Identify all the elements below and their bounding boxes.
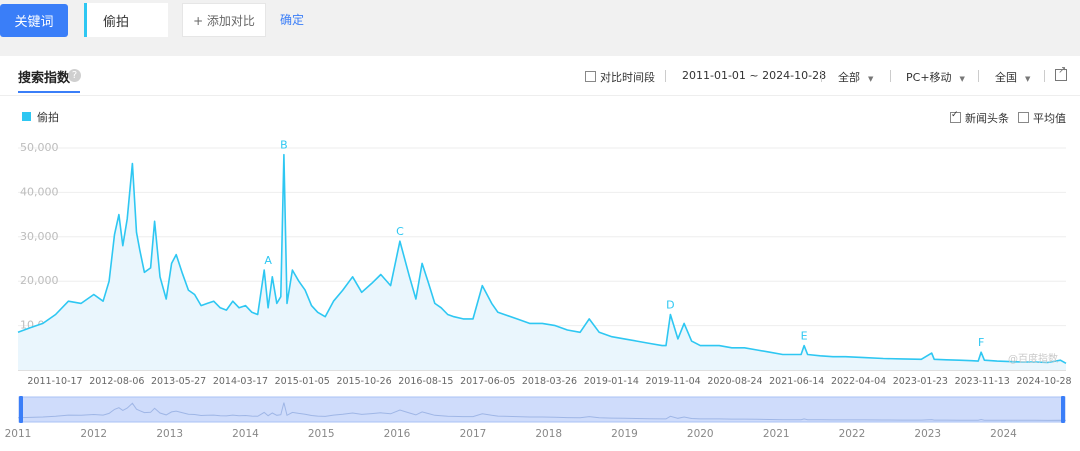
navigator-year-label: 2013 bbox=[156, 428, 183, 440]
x-tick-label: 2016-08-15 bbox=[398, 376, 453, 387]
x-tick-label: 2023-11-13 bbox=[955, 376, 1010, 387]
confirm-link[interactable]: 确定 bbox=[280, 13, 305, 27]
checkbox-icon[interactable] bbox=[1018, 112, 1029, 123]
date-range-picker[interactable]: 2011-01-01 ~ 2024-10-28 bbox=[682, 69, 827, 82]
question-icon[interactable]: ? bbox=[68, 69, 81, 82]
x-tick-label: 2020-08-24 bbox=[707, 376, 762, 387]
search-toolbar: 关键词 偷拍 + 添加对比 确定 bbox=[0, 0, 1080, 56]
divider bbox=[821, 70, 822, 82]
external-link-icon[interactable] bbox=[1055, 65, 1067, 81]
region-value: 全国 bbox=[995, 71, 1017, 84]
x-tick-label: 2011-10-17 bbox=[27, 376, 82, 387]
source-select[interactable]: 全部 ▼ bbox=[838, 69, 873, 85]
region-select[interactable]: 全国 ▼ bbox=[995, 69, 1030, 85]
x-tick-label: 2022-04-04 bbox=[831, 376, 886, 387]
platform-select[interactable]: PC+移动 ▼ bbox=[906, 69, 965, 85]
news-toggle[interactable]: 新闻头条 bbox=[950, 110, 1009, 126]
annotation-label: F bbox=[978, 336, 984, 349]
navigator-year-label: 2017 bbox=[460, 428, 487, 440]
x-tick-label: 2012-08-06 bbox=[89, 376, 144, 387]
page-title: 搜索指数 bbox=[18, 71, 71, 86]
x-tick-label: 2024-10-28 bbox=[1016, 376, 1071, 387]
checkbox-icon[interactable] bbox=[585, 71, 596, 82]
news-label: 新闻头条 bbox=[965, 112, 1009, 125]
add-compare-button[interactable]: + 添加对比 bbox=[182, 3, 266, 37]
header-divider bbox=[0, 95, 1080, 96]
navigator-year-label: 2024 bbox=[990, 428, 1017, 440]
x-tick-label: 2015-10-26 bbox=[336, 376, 391, 387]
x-tick-label: 2019-11-04 bbox=[646, 376, 701, 387]
x-tick-label: 2017-06-05 bbox=[460, 376, 515, 387]
caret-down-icon: ▼ bbox=[1025, 75, 1031, 83]
y-tick-label: 20,000 bbox=[20, 274, 59, 287]
x-tick-label: 2015-01-05 bbox=[275, 376, 330, 387]
navigator-year-label: 2015 bbox=[308, 428, 335, 440]
navigator-year-label: 2020 bbox=[687, 428, 714, 440]
y-tick-label: 30,000 bbox=[20, 230, 59, 243]
navigator-year-label: 2023 bbox=[914, 428, 941, 440]
watermark: @百度指数 bbox=[1008, 354, 1058, 365]
annotation-label: D bbox=[666, 299, 674, 312]
navigator-year-label: 2016 bbox=[384, 428, 411, 440]
x-tick-label: 2014-03-17 bbox=[213, 376, 268, 387]
average-label: 平均值 bbox=[1033, 112, 1066, 125]
navigator-year-label: 2021 bbox=[763, 428, 790, 440]
checkbox-checked-icon[interactable] bbox=[950, 110, 961, 123]
search-index-chart[interactable]: 50,00040,00030,00020,00010,000ABCDEF2011… bbox=[0, 130, 1080, 451]
x-tick-label: 2018-03-26 bbox=[522, 376, 577, 387]
navigator-year-label: 2019 bbox=[611, 428, 638, 440]
divider bbox=[890, 70, 891, 82]
compare-period-label: 对比时间段 bbox=[600, 71, 655, 84]
caret-down-icon: ▼ bbox=[959, 75, 965, 83]
navigator-series-line bbox=[17, 402, 1067, 421]
navigator-handle-right[interactable] bbox=[1061, 396, 1065, 423]
average-toggle[interactable]: 平均值 bbox=[1018, 110, 1066, 126]
y-tick-label: 50,000 bbox=[20, 141, 59, 154]
keyword-input[interactable]: 偷拍 bbox=[84, 3, 168, 37]
x-tick-label: 2013-05-27 bbox=[151, 376, 206, 387]
annotation-label: C bbox=[396, 225, 404, 238]
series-area bbox=[18, 154, 1066, 370]
navigator-year-label: 2014 bbox=[232, 428, 259, 440]
annotation-label: A bbox=[264, 254, 272, 267]
title-underline bbox=[18, 91, 80, 93]
x-tick-label: 2023-01-23 bbox=[893, 376, 948, 387]
divider bbox=[665, 70, 666, 82]
navigator-year-label: 2018 bbox=[535, 428, 562, 440]
annotation-label: B bbox=[280, 139, 288, 152]
navigator-year-label: 2011 bbox=[5, 428, 32, 440]
divider bbox=[978, 70, 979, 82]
x-tick-label: 2021-06-14 bbox=[769, 376, 824, 387]
source-value: 全部 bbox=[838, 71, 860, 84]
legend-series-name[interactable]: 偷拍 bbox=[37, 111, 59, 124]
navigator-window bbox=[18, 396, 1066, 423]
x-tick-label: 2019-01-14 bbox=[584, 376, 639, 387]
compare-period-checkbox[interactable]: 对比时间段 bbox=[585, 69, 655, 85]
keyword-button[interactable]: 关键词 bbox=[0, 4, 68, 37]
navigator-year-label: 2022 bbox=[839, 428, 866, 440]
y-tick-label: 40,000 bbox=[20, 185, 59, 198]
series-line bbox=[17, 153, 1067, 364]
divider bbox=[1044, 70, 1045, 82]
annotation-label: E bbox=[801, 330, 808, 343]
legend-swatch bbox=[22, 112, 31, 121]
navigator-year-label: 2012 bbox=[80, 428, 107, 440]
navigator-handle-left[interactable] bbox=[19, 396, 23, 423]
caret-down-icon: ▼ bbox=[868, 75, 874, 83]
platform-value: PC+移动 bbox=[906, 71, 952, 84]
